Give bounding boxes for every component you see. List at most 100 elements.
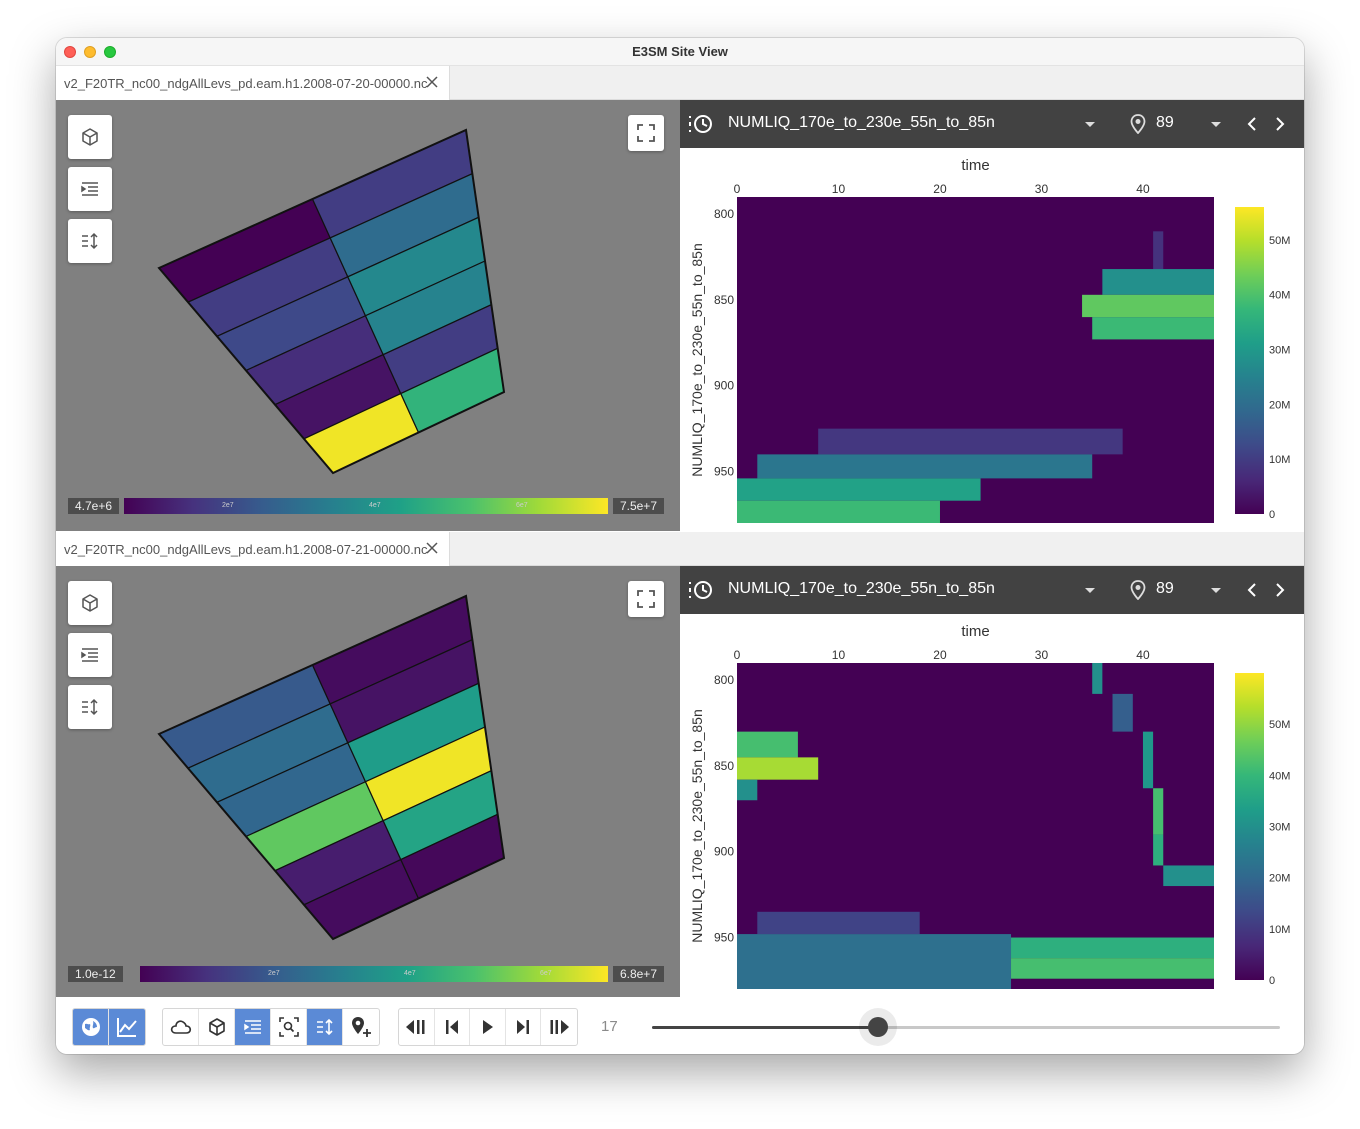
3d-viewport[interactable]: 2e7 4e7 6e7 1.0e-12 6.8e+7 <box>56 566 680 997</box>
time-slider[interactable] <box>652 1026 1280 1029</box>
y-tick-label: 900 <box>714 379 734 393</box>
center-view-button[interactable] <box>68 167 112 211</box>
title-bar: E3SM Site View <box>56 38 1304 66</box>
chart-view-button[interactable] <box>109 1009 145 1045</box>
file-tab-label: v2_F20TR_nc00_ndgAllLevs_pd.eam.h1.2008-… <box>64 541 428 557</box>
history-icon[interactable] <box>688 579 714 601</box>
reset-camera-button[interactable] <box>68 581 112 625</box>
heatmap-cell <box>1163 865 1214 887</box>
file-tab[interactable]: v2_F20TR_nc00_ndgAllLevs_pd.eam.h1.2008-… <box>56 532 450 566</box>
colorscale-tick: 0 <box>1269 509 1275 521</box>
add-location-icon <box>352 1017 371 1037</box>
heatmap-plot[interactable]: time 0 10 20 30 40 800 850 900 950 NUMLIQ_170e_to_… <box>680 148 1304 531</box>
chevron-down-icon[interactable] <box>1084 587 1096 595</box>
file-tab-label: v2_F20TR_nc00_ndgAllLevs_pd.eam.h1.2008-… <box>64 75 428 91</box>
zoom-fit-icon <box>278 1017 299 1037</box>
x-tick-label: 20 <box>933 648 947 662</box>
center-button[interactable] <box>235 1009 271 1045</box>
history-icon[interactable] <box>688 113 714 135</box>
heatmap-cell <box>737 757 819 780</box>
file-tab[interactable]: v2_F20TR_nc00_ndgAllLevs_pd.eam.h1.2008-… <box>56 66 450 100</box>
reset-camera-button[interactable] <box>68 115 112 159</box>
plot-toolbar: NUMLIQ_170e_to_230e_55n_to_85n 89 <box>680 566 1304 614</box>
y-tick-label: 950 <box>714 931 734 945</box>
file-tab-bar: v2_F20TR_nc00_ndgAllLevs_pd.eam.h1.2008-… <box>56 532 1304 566</box>
time-index: 17 <box>601 1018 618 1035</box>
vertical-scale-button[interactable] <box>68 685 112 729</box>
colorbar-tick: 2e7 <box>268 970 280 977</box>
heatmap-cell <box>1153 788 1164 835</box>
chart-line-icon <box>117 1018 137 1037</box>
next-site-icon[interactable] <box>1274 117 1286 131</box>
colorbar-tick: 6e7 <box>516 502 528 509</box>
colorscale-tick: 40M <box>1269 770 1290 782</box>
x-tick-label: 30 <box>1035 182 1049 196</box>
colorscale-tick: 10M <box>1269 454 1290 466</box>
clouds-button[interactable] <box>163 1009 199 1045</box>
colorscale-tick: 30M <box>1269 345 1290 357</box>
zoom-fit-button[interactable] <box>271 1009 307 1045</box>
globe-icon <box>81 1018 100 1036</box>
cube-icon <box>82 128 98 146</box>
site-select[interactable]: 89 <box>1156 114 1174 131</box>
colorbar-tick: 2e7 <box>222 502 234 509</box>
variable-select[interactable]: NUMLIQ_170e_to_230e_55n_to_85n <box>728 114 995 131</box>
colorscale-tick: 20M <box>1269 873 1290 885</box>
variable-select[interactable]: NUMLIQ_170e_to_230e_55n_to_85n <box>728 580 995 597</box>
fullscreen-button[interactable] <box>628 581 664 617</box>
vertical-scale-icon <box>82 698 98 716</box>
site-select[interactable]: 89 <box>1156 580 1174 597</box>
colorbar-tick: 4e7 <box>404 970 416 977</box>
colorscale-tick: 20M <box>1269 399 1290 411</box>
time-slider-thumb[interactable] <box>868 1017 889 1037</box>
control-bar: 17 <box>56 1000 1304 1054</box>
previous-site-icon[interactable] <box>1246 117 1258 131</box>
vertical-scale-toggle[interactable] <box>307 1009 343 1045</box>
next-frame-button[interactable] <box>506 1009 542 1045</box>
step-forward-icon <box>517 1020 530 1034</box>
heatmap-cell <box>1092 663 1103 694</box>
colorbar: 2e7 4e7 6e7 1.0e-12 6.8e+7 <box>68 966 664 982</box>
playback-group <box>398 1008 578 1046</box>
fullscreen-icon <box>637 124 655 142</box>
mesh-view <box>157 128 506 475</box>
add-location-button[interactable] <box>343 1009 379 1045</box>
plot-panel: NUMLIQ_170e_to_230e_55n_to_85n 89 time 0 1… <box>680 566 1304 997</box>
close-icon[interactable] <box>425 75 439 89</box>
previous-site-icon[interactable] <box>1246 583 1258 597</box>
heatmap-cell <box>1153 231 1164 270</box>
center-view-button[interactable] <box>68 633 112 677</box>
play-button[interactable] <box>470 1009 506 1045</box>
3d-viewport[interactable]: 2e7 4e7 6e7 4.7e+6 7.5e+7 <box>56 100 680 531</box>
next-site-icon[interactable] <box>1274 583 1286 597</box>
heatmap-plot[interactable]: time 0 10 20 30 40 800 850 900 950 NUMLIQ_170e_to_… <box>680 614 1304 997</box>
close-icon[interactable] <box>425 541 439 555</box>
fullscreen-button[interactable] <box>628 115 664 151</box>
first-frame-button[interactable] <box>399 1009 435 1045</box>
chevron-down-icon[interactable] <box>1210 587 1222 595</box>
colorbar-min: 4.7e+6 <box>68 498 120 514</box>
y-tick-label: 950 <box>714 465 734 479</box>
last-frame-button[interactable] <box>541 1009 577 1045</box>
minimize-window-button[interactable] <box>84 46 96 58</box>
time-slider-fill <box>652 1026 879 1029</box>
vertical-scale-button[interactable] <box>68 219 112 263</box>
x-tick-label: 30 <box>1035 648 1049 662</box>
skip-start-icon <box>406 1020 425 1034</box>
cube-button[interactable] <box>199 1009 235 1045</box>
close-window-button[interactable] <box>64 46 76 58</box>
vertical-scale-icon <box>82 232 98 250</box>
previous-frame-button[interactable] <box>435 1009 471 1045</box>
chevron-down-icon[interactable] <box>1084 121 1096 129</box>
colorscale-bar <box>1235 207 1264 514</box>
zoom-window-button[interactable] <box>104 46 116 58</box>
y-tick-label: 850 <box>714 759 734 773</box>
chevron-down-icon[interactable] <box>1210 121 1222 129</box>
step-back-icon <box>445 1020 458 1034</box>
heatmap-cell <box>737 934 1012 989</box>
app-window: E3SM Site View v2_F20TR_nc00_ndgAllLevs_… <box>56 38 1304 1054</box>
globe-view-button[interactable] <box>73 1009 109 1045</box>
x-axis-title: time <box>961 623 989 640</box>
heatmap-cell <box>737 731 798 758</box>
x-axis-title: time <box>961 157 989 174</box>
